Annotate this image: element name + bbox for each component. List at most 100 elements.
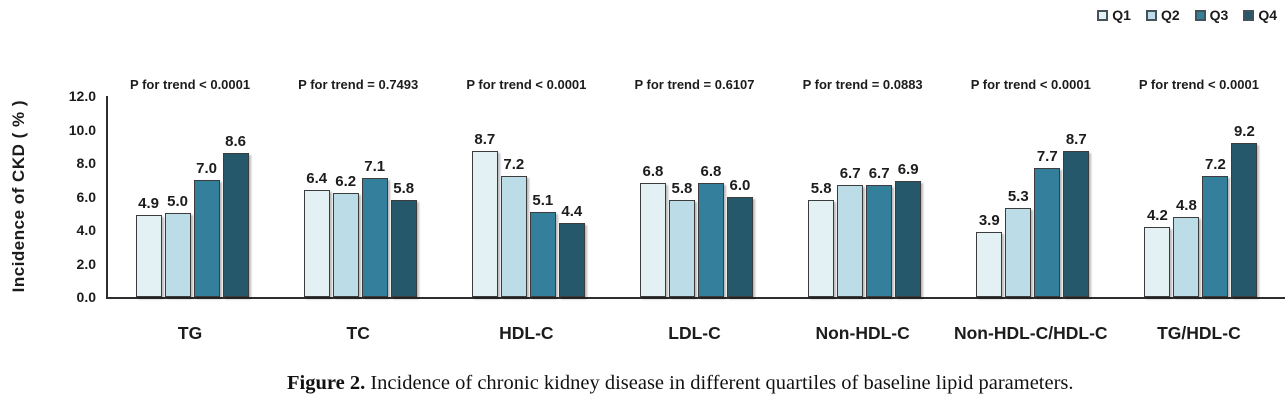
bar-group-ldl-c: 6.8 5.8 6.8 6.0 <box>639 163 753 297</box>
bar-value-label: 5.8 <box>671 179 693 197</box>
y-tick-label: 4.0 <box>76 222 96 238</box>
y-tick-label: 0.0 <box>76 289 96 305</box>
y-axis-title-text: Incidence of CKD ( % ) <box>9 100 28 293</box>
category-label-non-hdl-c-hdl-c: Non-HDL-C/HDL-C <box>953 323 1108 343</box>
bar-value-label: 7.2 <box>503 156 525 174</box>
bar-q1 <box>808 199 835 297</box>
bar-column-q2: 6.2 <box>332 173 359 297</box>
bar-column-q1: 3.9 <box>976 211 1003 297</box>
bar-q4 <box>558 223 585 297</box>
bar-column-q2: 4.8 <box>1173 196 1200 297</box>
bar-group-tg-hdl-c: 4.2 4.8 7.2 9.2 <box>1144 122 1258 297</box>
bar-group-tc: 6.4 6.2 7.1 5.8 <box>303 158 417 297</box>
bar-column-q1: 6.8 <box>639 163 666 297</box>
bar-q3 <box>361 178 388 297</box>
bar-q3 <box>1034 168 1061 297</box>
bar-value-label: 5.8 <box>393 179 415 197</box>
bar-value-label: 6.4 <box>306 169 328 187</box>
bar-value-label: 5.3 <box>1007 188 1029 206</box>
bar-column-q3: 7.1 <box>361 158 388 297</box>
legend-label: Q4 <box>1258 7 1277 23</box>
bar-column-q4: 6.0 <box>726 176 753 297</box>
bar-value-label: 8.7 <box>1065 131 1087 149</box>
legend-item-q1: Q1 <box>1097 7 1131 23</box>
category-label-non-hdl-c: Non-HDL-C <box>815 323 910 343</box>
bar-value-label: 6.0 <box>729 176 751 194</box>
bar-column-q1: 4.9 <box>135 194 162 297</box>
bar-value-label: 4.8 <box>1175 196 1197 214</box>
bar-column-q3: 7.2 <box>1202 156 1229 297</box>
bar-q2 <box>332 193 359 297</box>
legend-swatch-icon <box>1097 9 1109 21</box>
bar-value-label: 8.6 <box>225 132 246 150</box>
p-for-trend-label: P for trend < 0.0001 <box>970 77 1091 92</box>
y-tick-label: 8.0 <box>76 155 96 171</box>
bar-value-label: 3.9 <box>978 211 1000 229</box>
legend-swatch-icon <box>1243 9 1255 21</box>
p-for-trend-label: P for trend = 0.6107 <box>634 77 755 92</box>
bar-group-hdl-c: 8.7 7.2 5.1 4.4 <box>471 131 585 297</box>
bar-q1 <box>639 183 666 297</box>
bar-value-label: 9.2 <box>1233 122 1255 140</box>
bar-column-q3: 7.7 <box>1034 148 1061 297</box>
bar-q4 <box>1063 151 1090 297</box>
y-tick-label: 2.0 <box>76 255 96 272</box>
bar-column-q4: 8.7 <box>1063 131 1090 297</box>
bar-column-q2: 7.2 <box>500 156 527 297</box>
bar-column-q2: 6.7 <box>837 164 864 297</box>
bar-column-q3: 6.7 <box>866 164 893 297</box>
bar-column-q2: 5.3 <box>1005 188 1032 297</box>
bar-column-q4: 8.6 <box>222 132 249 297</box>
y-axis-ticks: 12.0 10.0 8.0 6.0 4.0 2.0 0.0 <box>40 88 96 305</box>
p-for-trend-label: P for trend = 0.0883 <box>802 77 923 92</box>
bar-value-label: 8.7 <box>474 131 496 149</box>
bar-group-tg: 4.9 5.0 7.0 8.6 <box>135 132 249 297</box>
legend-item-q4: Q4 <box>1243 7 1277 23</box>
legend: Q1 Q2 Q3 Q4 <box>1097 7 1277 23</box>
bar-value-label: 6.7 <box>868 164 890 182</box>
bar-value-label: 7.0 <box>196 159 217 177</box>
bar-q1 <box>1144 226 1171 297</box>
category-label-hdl-c: HDL-C <box>499 323 554 343</box>
p-for-trend-label: P for trend < 0.0001 <box>1138 77 1259 92</box>
bar-value-label: 6.2 <box>335 173 357 191</box>
caption-text: Incidence of chronic kidney disease in d… <box>365 372 1074 394</box>
bar-q3 <box>697 183 724 297</box>
bar-group-non-hdl-c: 5.8 6.7 6.7 6.9 <box>808 161 922 297</box>
category-label-ldl-c: LDL-C <box>668 323 721 343</box>
bar-q2 <box>1173 216 1200 297</box>
legend-item-q2: Q2 <box>1145 7 1180 23</box>
legend-swatch-icon <box>1145 9 1157 21</box>
category-label-tg: TG <box>177 323 203 343</box>
bar-value-label: 4.9 <box>138 194 159 212</box>
bar-value-label: 6.9 <box>897 161 919 179</box>
y-axis-title: Incidence of CKD ( % ) <box>4 96 34 297</box>
bar-q1 <box>976 231 1003 297</box>
bar-column-q4: 4.4 <box>558 203 585 297</box>
bar-q1 <box>303 189 330 297</box>
plot-area: 4.9 5.0 7.0 8.6 6.4 6.2 7.1 5.8 8.7 7.2 5.1 4.4 6.8 5… <box>106 96 1285 299</box>
legend-label: Q2 <box>1160 7 1180 23</box>
bar-value-label: 6.7 <box>839 164 861 182</box>
y-tick-label: 6.0 <box>76 188 96 205</box>
bar-value-label: 5.0 <box>167 193 188 211</box>
bar-q2 <box>668 199 695 297</box>
bar-q1 <box>471 151 498 297</box>
bar-value-label: 7.2 <box>1204 156 1226 174</box>
bar-q3 <box>193 179 220 297</box>
bar-q2 <box>837 184 864 297</box>
bar-q3 <box>1202 176 1229 297</box>
bar-q4 <box>895 181 922 297</box>
legend-item-q3: Q3 <box>1194 7 1228 23</box>
category-label-tc: TC <box>346 323 370 343</box>
bar-q4 <box>390 199 417 297</box>
caption-label: Figure 2. <box>287 372 366 394</box>
bar-column-q2: 5.8 <box>668 179 695 297</box>
bar-column-q1: 4.2 <box>1144 207 1171 297</box>
bar-group-non-hdl-c-hdl-c: 3.9 5.3 7.7 8.7 <box>976 131 1090 297</box>
bar-q3 <box>529 211 556 297</box>
figure-caption: Figure 2. Incidence of chronic kidney di… <box>287 372 1074 395</box>
bar-value-label: 7.1 <box>364 158 386 176</box>
bar-value-label: 7.7 <box>1036 148 1058 165</box>
